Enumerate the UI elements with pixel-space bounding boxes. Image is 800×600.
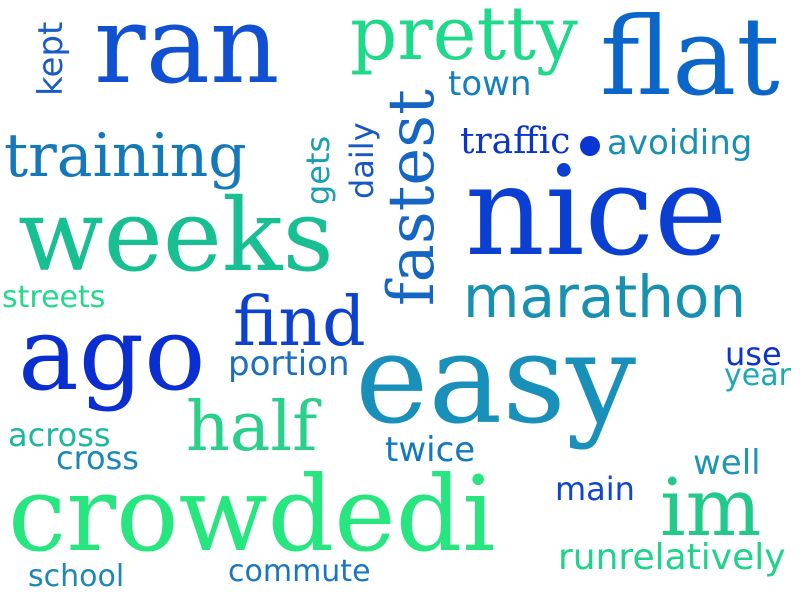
- word-cross: cross: [56, 439, 139, 477]
- word-main: main: [555, 470, 635, 508]
- word-runrelatively: runrelatively: [558, 537, 786, 578]
- word-crowdedi: crowdedi: [8, 453, 496, 575]
- word-streets: streets: [2, 280, 106, 315]
- word-across: across: [8, 416, 111, 454]
- word-commute: commute: [228, 554, 371, 589]
- word-traffic: traffic: [460, 121, 571, 162]
- word-pretty: pretty: [350, 0, 578, 77]
- word-training: training: [4, 121, 247, 191]
- word-find: find: [233, 283, 366, 362]
- word-daily: daily: [343, 122, 381, 199]
- word-ago: ago: [18, 295, 206, 414]
- word-kept: kept: [31, 21, 71, 96]
- word-twice: twice: [385, 430, 476, 470]
- word-portion: portion: [228, 344, 350, 384]
- word-easy: easy: [355, 308, 636, 452]
- word-half: half: [186, 388, 318, 467]
- word-weeks: weeks: [18, 177, 334, 294]
- word-fastest: fastest: [375, 89, 449, 306]
- word-flat: flat: [600, 0, 780, 120]
- word-year: year: [724, 358, 791, 393]
- word-ran: ran: [94, 0, 280, 108]
- word-school: school: [28, 559, 125, 594]
- word-marathon: marathon: [463, 263, 747, 331]
- word-use: use: [725, 335, 782, 373]
- word-nice: nice: [465, 140, 728, 284]
- word-im: im: [660, 461, 762, 554]
- dot-decoration: [580, 136, 600, 156]
- word-well: well: [693, 443, 761, 483]
- word-avoiding: avoiding: [607, 123, 753, 163]
- word-town: town: [448, 64, 532, 104]
